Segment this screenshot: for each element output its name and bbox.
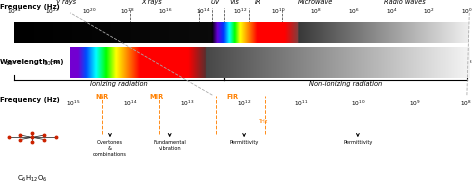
Text: 10$^{13}$: 10$^{13}$	[180, 98, 194, 108]
Text: 10$^{12}$: 10$^{12}$	[233, 7, 248, 16]
Text: 10$^{8}$: 10$^{8}$	[461, 59, 473, 68]
Text: Non-ionizing radiation: Non-ionizing radiation	[309, 81, 382, 87]
Text: 10$^{24}$: 10$^{24}$	[7, 7, 21, 16]
Text: 10$^{4}$: 10$^{4}$	[385, 59, 397, 68]
Text: 10$^{-14}$: 10$^{-14}$	[43, 59, 61, 68]
Text: FIR: FIR	[226, 94, 238, 100]
Text: 10$^{9}$: 10$^{9}$	[409, 98, 420, 108]
Text: Frequency (Hz): Frequency (Hz)	[0, 97, 60, 103]
Text: 10$^{11}$: 10$^{11}$	[294, 98, 308, 108]
Text: Wavelength (m): Wavelength (m)	[0, 59, 64, 65]
Text: Frequency (Hz): Frequency (Hz)	[0, 4, 60, 10]
Text: 10$^{10}$: 10$^{10}$	[351, 98, 365, 108]
Text: Radio waves: Radio waves	[384, 0, 426, 5]
Text: Permittivity: Permittivity	[343, 140, 373, 145]
Text: Overtones
&
combinations: Overtones & combinations	[93, 140, 127, 157]
Text: 10$^{-2}$: 10$^{-2}$	[271, 59, 286, 68]
Text: X rays: X rays	[141, 0, 162, 5]
Text: C$_6$H$_{12}$O$_6$: C$_6$H$_{12}$O$_6$	[17, 173, 47, 183]
Text: 10$^{14}$: 10$^{14}$	[196, 7, 210, 16]
Text: THz: THz	[258, 119, 268, 124]
Text: 10$^{16}$: 10$^{16}$	[158, 7, 173, 16]
Text: Permittivity: Permittivity	[229, 140, 259, 145]
Text: 10$^{8}$: 10$^{8}$	[310, 7, 322, 16]
Text: UV: UV	[211, 0, 220, 5]
Text: 10$^{4}$: 10$^{4}$	[385, 7, 397, 16]
Text: 10$^{12}$: 10$^{12}$	[237, 98, 251, 108]
Text: 10$^{-16}$: 10$^{-16}$	[5, 59, 23, 68]
Text: γ rays: γ rays	[56, 0, 76, 5]
Text: Ionizing radiation: Ionizing radiation	[91, 81, 148, 87]
Text: Microwave: Microwave	[298, 0, 333, 5]
Text: 10$^{-8}$: 10$^{-8}$	[157, 59, 173, 68]
Text: 10$^{6}$: 10$^{6}$	[348, 7, 360, 16]
Text: NIR: NIR	[95, 94, 109, 100]
Text: 10$^{10}$: 10$^{10}$	[271, 7, 285, 16]
Text: 10$^{6}$: 10$^{6}$	[423, 59, 435, 68]
Text: 10$^{18}$: 10$^{18}$	[120, 7, 135, 16]
Text: 10$^{-4}$: 10$^{-4}$	[233, 59, 248, 68]
Text: 10$^{15}$: 10$^{15}$	[66, 98, 81, 108]
Text: 10$^{0}$: 10$^{0}$	[461, 7, 473, 16]
Text: MIR: MIR	[149, 94, 164, 100]
Text: 10$^{20}$: 10$^{20}$	[82, 7, 97, 16]
Text: Vis: Vis	[230, 0, 239, 5]
Text: 10$^{-12}$: 10$^{-12}$	[81, 59, 99, 68]
Text: 10$^{8}$: 10$^{8}$	[460, 98, 471, 108]
Text: 10$^{22}$: 10$^{22}$	[45, 7, 59, 16]
Text: 10$^{14}$: 10$^{14}$	[123, 98, 137, 108]
Text: 10$^{-10}$: 10$^{-10}$	[118, 59, 137, 68]
Text: Fundamental
vibration: Fundamental vibration	[153, 140, 186, 151]
Text: 10$^{0}$: 10$^{0}$	[310, 59, 322, 68]
Text: 10$^{2}$: 10$^{2}$	[348, 59, 360, 68]
Text: IR: IR	[255, 0, 262, 5]
Text: 10$^{2}$: 10$^{2}$	[423, 7, 435, 16]
Text: 10$^{-6}$: 10$^{-6}$	[195, 59, 210, 68]
